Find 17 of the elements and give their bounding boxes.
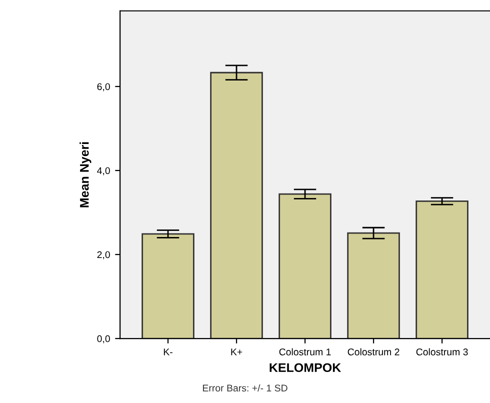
bar [210, 72, 263, 339]
y-tick-label: 6,0 [97, 83, 110, 92]
bar [278, 193, 332, 339]
x-tick-label: Colostrum 2 [348, 348, 400, 356]
y-axis-title: Mean Nyeri [80, 142, 92, 208]
x-tick-label: K- [164, 348, 172, 356]
x-tick-label: Colostrum 1 [279, 348, 331, 356]
text: Error Bars: +/- 1 SD [202, 384, 288, 392]
bar [416, 200, 468, 339]
bar [347, 232, 400, 339]
y-tick-label: 4,0 [97, 167, 110, 176]
y-tick-label: 0,0 [97, 335, 110, 344]
bar [142, 233, 194, 339]
y-tick-label: 2,0 [97, 251, 110, 260]
x-axis-title: KELOMPOK [270, 363, 342, 372]
x-tick-label: K+ [231, 348, 242, 356]
x-tick-label: Colostrum 3 [416, 348, 468, 356]
